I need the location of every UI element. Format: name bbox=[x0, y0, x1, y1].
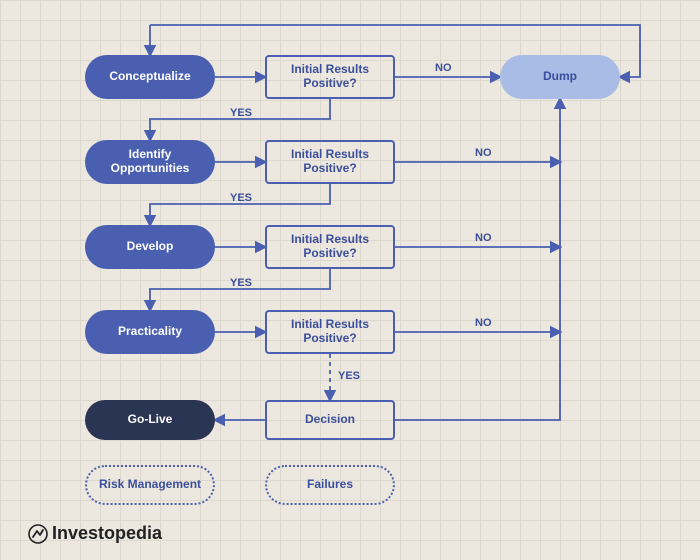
edge-label-12: YES bbox=[338, 370, 360, 382]
edge-label-5: NO bbox=[475, 147, 492, 159]
edge-label-2: NO bbox=[435, 62, 452, 74]
investopedia-logo-icon bbox=[28, 524, 48, 544]
node-irp1: Initial Results Positive? bbox=[265, 55, 395, 99]
node-irp2: Initial Results Positive? bbox=[265, 140, 395, 184]
node-irp3: Initial Results Positive? bbox=[265, 225, 395, 269]
edge-label-8: NO bbox=[475, 232, 492, 244]
edge-label-11: NO bbox=[475, 317, 492, 329]
node-develop: Develop bbox=[85, 225, 215, 269]
node-dump: Dump bbox=[500, 55, 620, 99]
node-irp4: Initial Results Positive? bbox=[265, 310, 395, 354]
node-golive: Go-Live bbox=[85, 400, 215, 440]
node-risk: Risk Management bbox=[85, 465, 215, 505]
investopedia-logo: Investopedia bbox=[28, 523, 162, 544]
node-practicality: Practicality bbox=[85, 310, 215, 354]
node-conceptualize: Conceptualize bbox=[85, 55, 215, 99]
node-identify: Identify Opportunities bbox=[85, 140, 215, 184]
edge-label-9: YES bbox=[230, 277, 252, 289]
investopedia-logo-text: Investopedia bbox=[52, 523, 162, 544]
node-failures: Failures bbox=[265, 465, 395, 505]
edge-label-6: YES bbox=[230, 192, 252, 204]
edge-label-3: YES bbox=[230, 107, 252, 119]
node-decision: Decision bbox=[265, 400, 395, 440]
